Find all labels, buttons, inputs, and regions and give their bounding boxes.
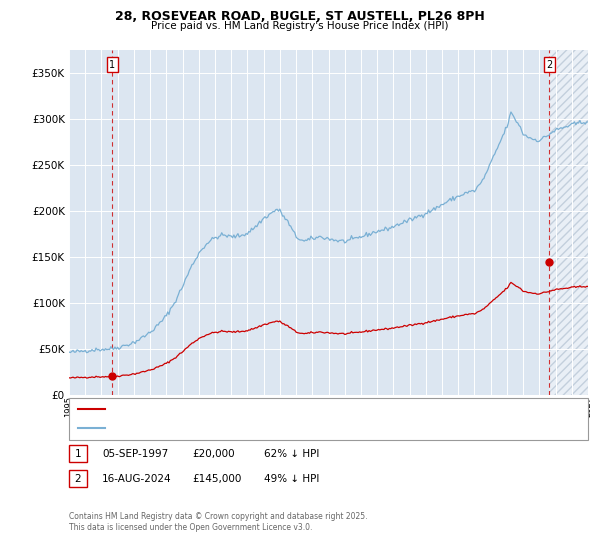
Text: Contains HM Land Registry data © Crown copyright and database right 2025.
This d: Contains HM Land Registry data © Crown c… [69,512,367,532]
Text: 16-AUG-2024: 16-AUG-2024 [102,474,172,484]
Text: 2: 2 [74,474,82,484]
Text: Price paid vs. HM Land Registry's House Price Index (HPI): Price paid vs. HM Land Registry's House … [151,21,449,31]
Text: 49% ↓ HPI: 49% ↓ HPI [264,474,319,484]
Text: 1: 1 [109,60,116,70]
Text: 2: 2 [546,60,553,70]
Text: 28, ROSEVEAR ROAD, BUGLE, ST AUSTELL, PL26 8PH (semi-detached house): 28, ROSEVEAR ROAD, BUGLE, ST AUSTELL, PL… [111,405,456,414]
Text: HPI: Average price, semi-detached house, Cornwall: HPI: Average price, semi-detached house,… [111,423,343,432]
Bar [550,50,588,395]
Text: £145,000: £145,000 [192,474,241,484]
Text: 28, ROSEVEAR ROAD, BUGLE, ST AUSTELL, PL26 8PH: 28, ROSEVEAR ROAD, BUGLE, ST AUSTELL, PL… [115,10,485,23]
Text: £20,000: £20,000 [192,449,235,459]
Text: 05-SEP-1997: 05-SEP-1997 [102,449,168,459]
Text: 62% ↓ HPI: 62% ↓ HPI [264,449,319,459]
Text: 1: 1 [74,449,82,459]
Bar [550,50,588,395]
